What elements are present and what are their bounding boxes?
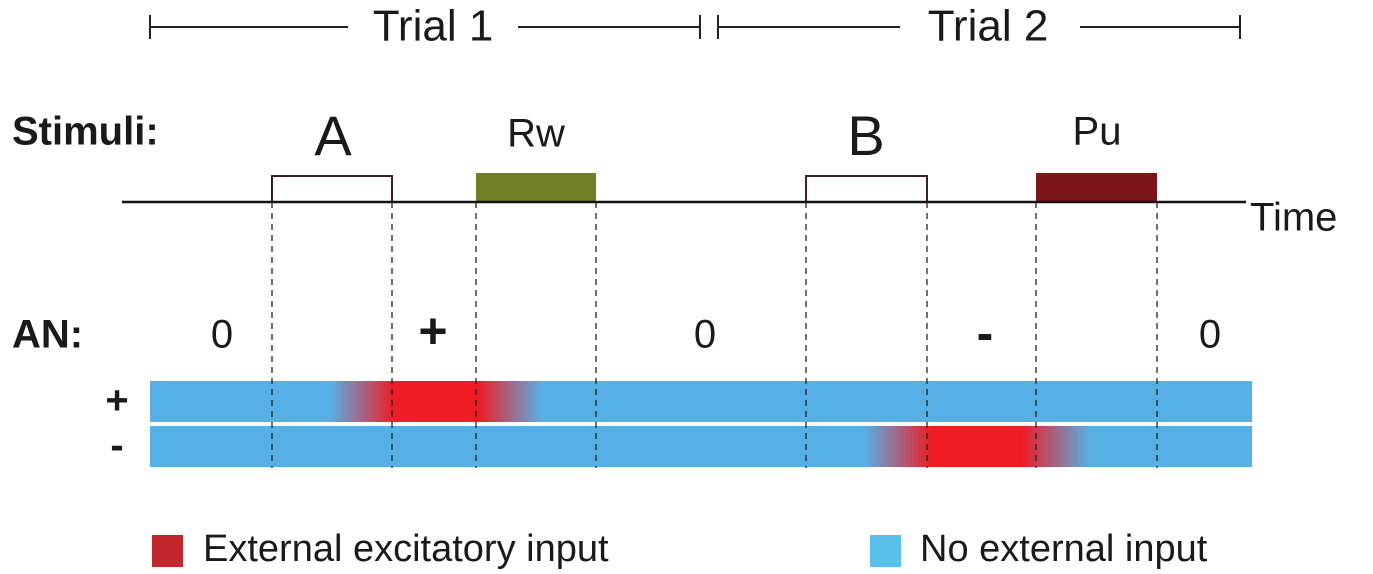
stimulus-box [271,175,393,203]
stimulus-label: B [847,104,884,167]
stimulus-label: A [314,104,352,167]
legend-swatch [152,535,183,567]
phase-label: 0 [211,313,233,357]
activity-bar [150,381,1252,422]
stimulus-box [476,173,596,202]
phase-label: - [977,305,994,361]
stimuli-label: Stimuli: [12,110,159,154]
row-label: - [110,424,123,468]
excitation [864,426,1090,467]
excitation [330,381,542,422]
phase-label: 0 [1199,313,1221,357]
trial-label: Trial 1 [373,2,494,51]
stimulus-label: Rw [507,112,565,156]
phase-label: + [418,303,447,359]
an-label: AN: [12,313,83,357]
legend-swatch [870,535,901,567]
trial-label: Trial 2 [928,2,1049,51]
legend-label: External excitatory input [203,528,609,570]
stimulus-box [805,175,928,203]
stimulus-label: Pu [1073,110,1122,154]
stimulus-box [1036,173,1157,202]
dashed-lines [271,202,1158,468]
trial-brackets [149,15,1241,39]
axis-label: Time [1250,196,1337,240]
phase-label: 0 [694,313,716,357]
legend-label: No external input [920,528,1208,570]
row-label: + [105,379,128,423]
